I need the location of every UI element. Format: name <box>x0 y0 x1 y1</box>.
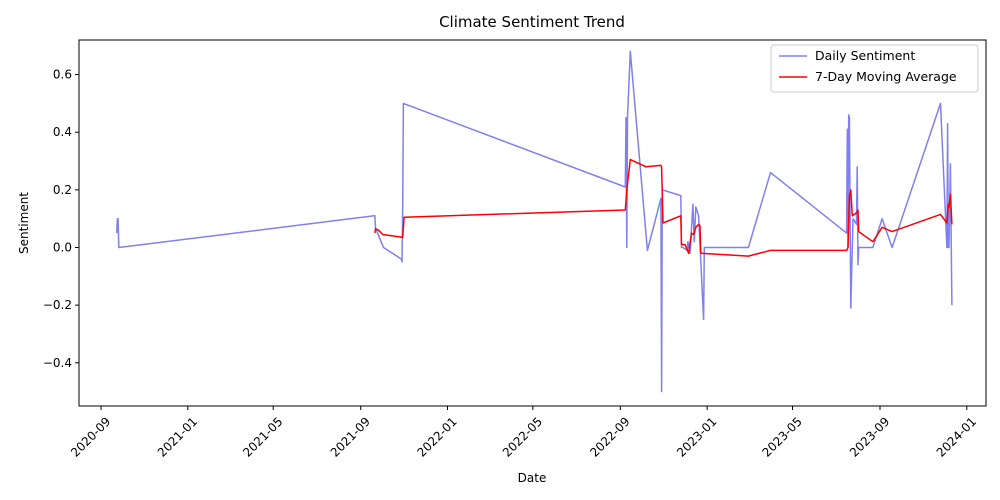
y-tick-label: 0.6 <box>53 68 72 82</box>
y-tick-label: 0.0 <box>53 240 72 254</box>
legend: Daily Sentiment 7-Day Moving Average <box>770 44 979 93</box>
x-axis-label: Date <box>518 471 547 485</box>
moving-average-line <box>374 158 953 257</box>
y-tick-label: 0.4 <box>53 125 72 139</box>
chart-title: Climate Sentiment Trend <box>439 13 625 31</box>
series-layer <box>115 50 953 393</box>
daily-sentiment-line <box>115 50 953 393</box>
legend-label-daily-sentiment: Daily Sentiment <box>815 48 915 63</box>
plot-frame <box>78 39 987 407</box>
y-axis-label: Sentiment <box>17 192 31 254</box>
y-tick-label: 0.2 <box>53 183 72 197</box>
legend-box <box>770 44 979 93</box>
legend-label-moving-average: 7-Day Moving Average <box>815 69 957 84</box>
y-tick-label: −0.2 <box>43 298 72 312</box>
y-tick-label: −0.4 <box>43 356 72 370</box>
